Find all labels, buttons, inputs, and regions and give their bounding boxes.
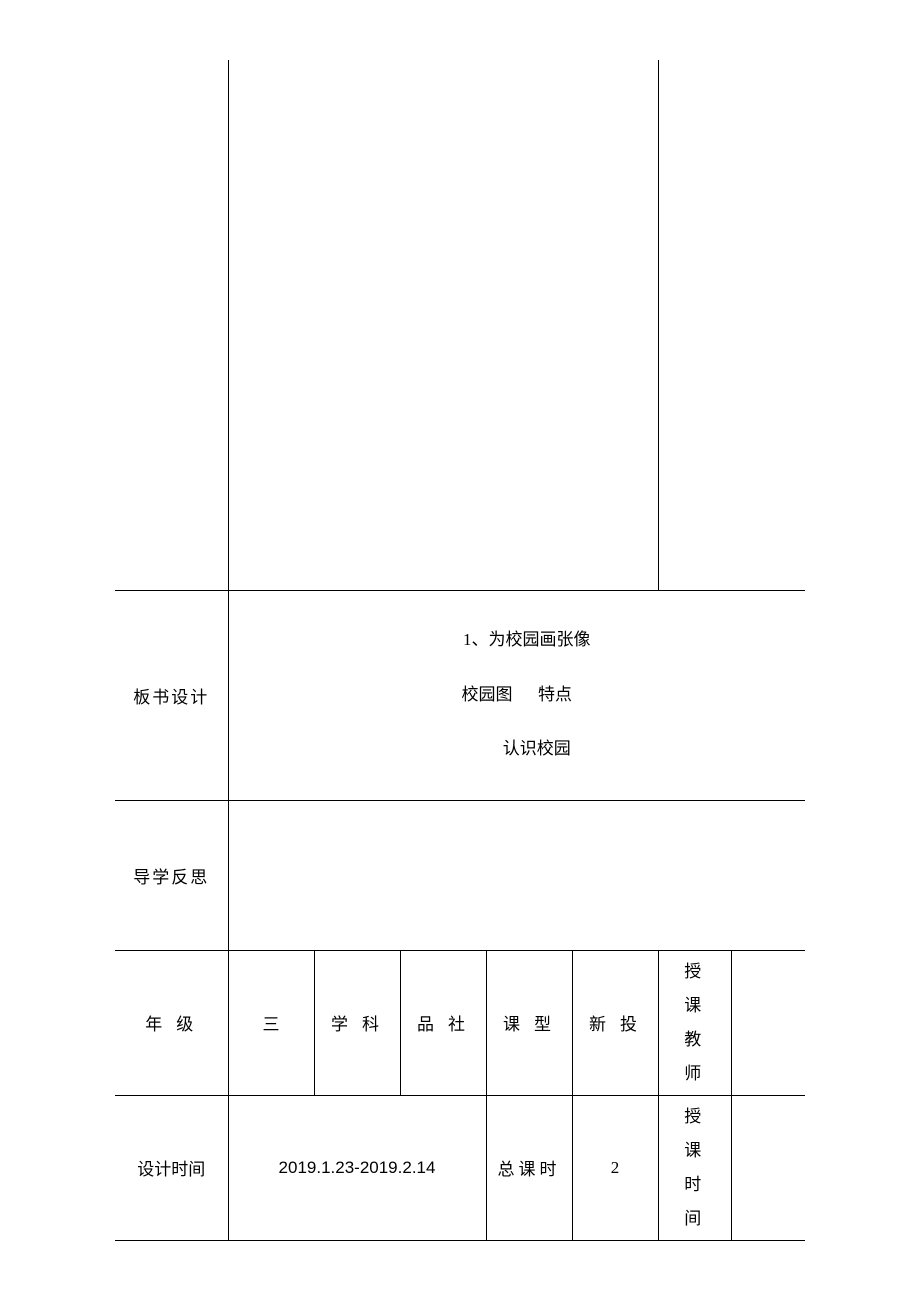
reflect-row: 导学反思 bbox=[115, 800, 805, 950]
top-col-mid bbox=[228, 60, 658, 590]
total-value: 2 bbox=[572, 1095, 658, 1240]
grade-row: 年级 三 学科 品社 课型 新投 授课教师 bbox=[115, 950, 805, 1095]
top-col-left bbox=[115, 60, 228, 590]
design-date: 2019.1.23-2019.2.14 bbox=[228, 1095, 486, 1240]
design-label: 设计时间 bbox=[115, 1095, 228, 1240]
subject-label: 学科 bbox=[314, 950, 400, 1095]
top-row bbox=[115, 60, 805, 590]
board-design-row: 板书设计 1、为校园画张像 校园图 特点 认识校园 bbox=[115, 590, 805, 800]
reflect-content bbox=[228, 800, 805, 950]
top-col-right bbox=[658, 60, 805, 590]
board-line2-a: 校园图 bbox=[462, 685, 513, 704]
lesson-plan-table: 板书设计 1、为校园画张像 校园图 特点 认识校园 导学反思 年级 三 学科 品… bbox=[115, 60, 805, 1241]
board-line2: 校园图 特点 bbox=[233, 668, 802, 722]
board-label: 板书设计 bbox=[115, 590, 228, 800]
grade-value: 三 bbox=[228, 950, 314, 1095]
time-label: 授课时间 bbox=[658, 1095, 732, 1240]
design-row: 设计时间 2019.1.23-2019.2.14 总课时 2 授课时间 bbox=[115, 1095, 805, 1240]
teacher-label: 授课教师 bbox=[658, 950, 732, 1095]
grade-label: 年级 bbox=[115, 950, 228, 1095]
subject-value: 品社 bbox=[400, 950, 486, 1095]
total-label: 总课时 bbox=[486, 1095, 572, 1240]
type-label: 课型 bbox=[486, 950, 572, 1095]
time-value bbox=[732, 1095, 806, 1240]
teacher-value bbox=[732, 950, 806, 1095]
reflect-label: 导学反思 bbox=[115, 800, 228, 950]
board-content: 1、为校园画张像 校园图 特点 认识校园 bbox=[228, 590, 805, 800]
board-line2-b: 特点 bbox=[538, 685, 572, 704]
board-line3: 认识校园 bbox=[273, 722, 802, 776]
board-line1: 1、为校园画张像 bbox=[253, 613, 802, 667]
type-value: 新投 bbox=[572, 950, 658, 1095]
